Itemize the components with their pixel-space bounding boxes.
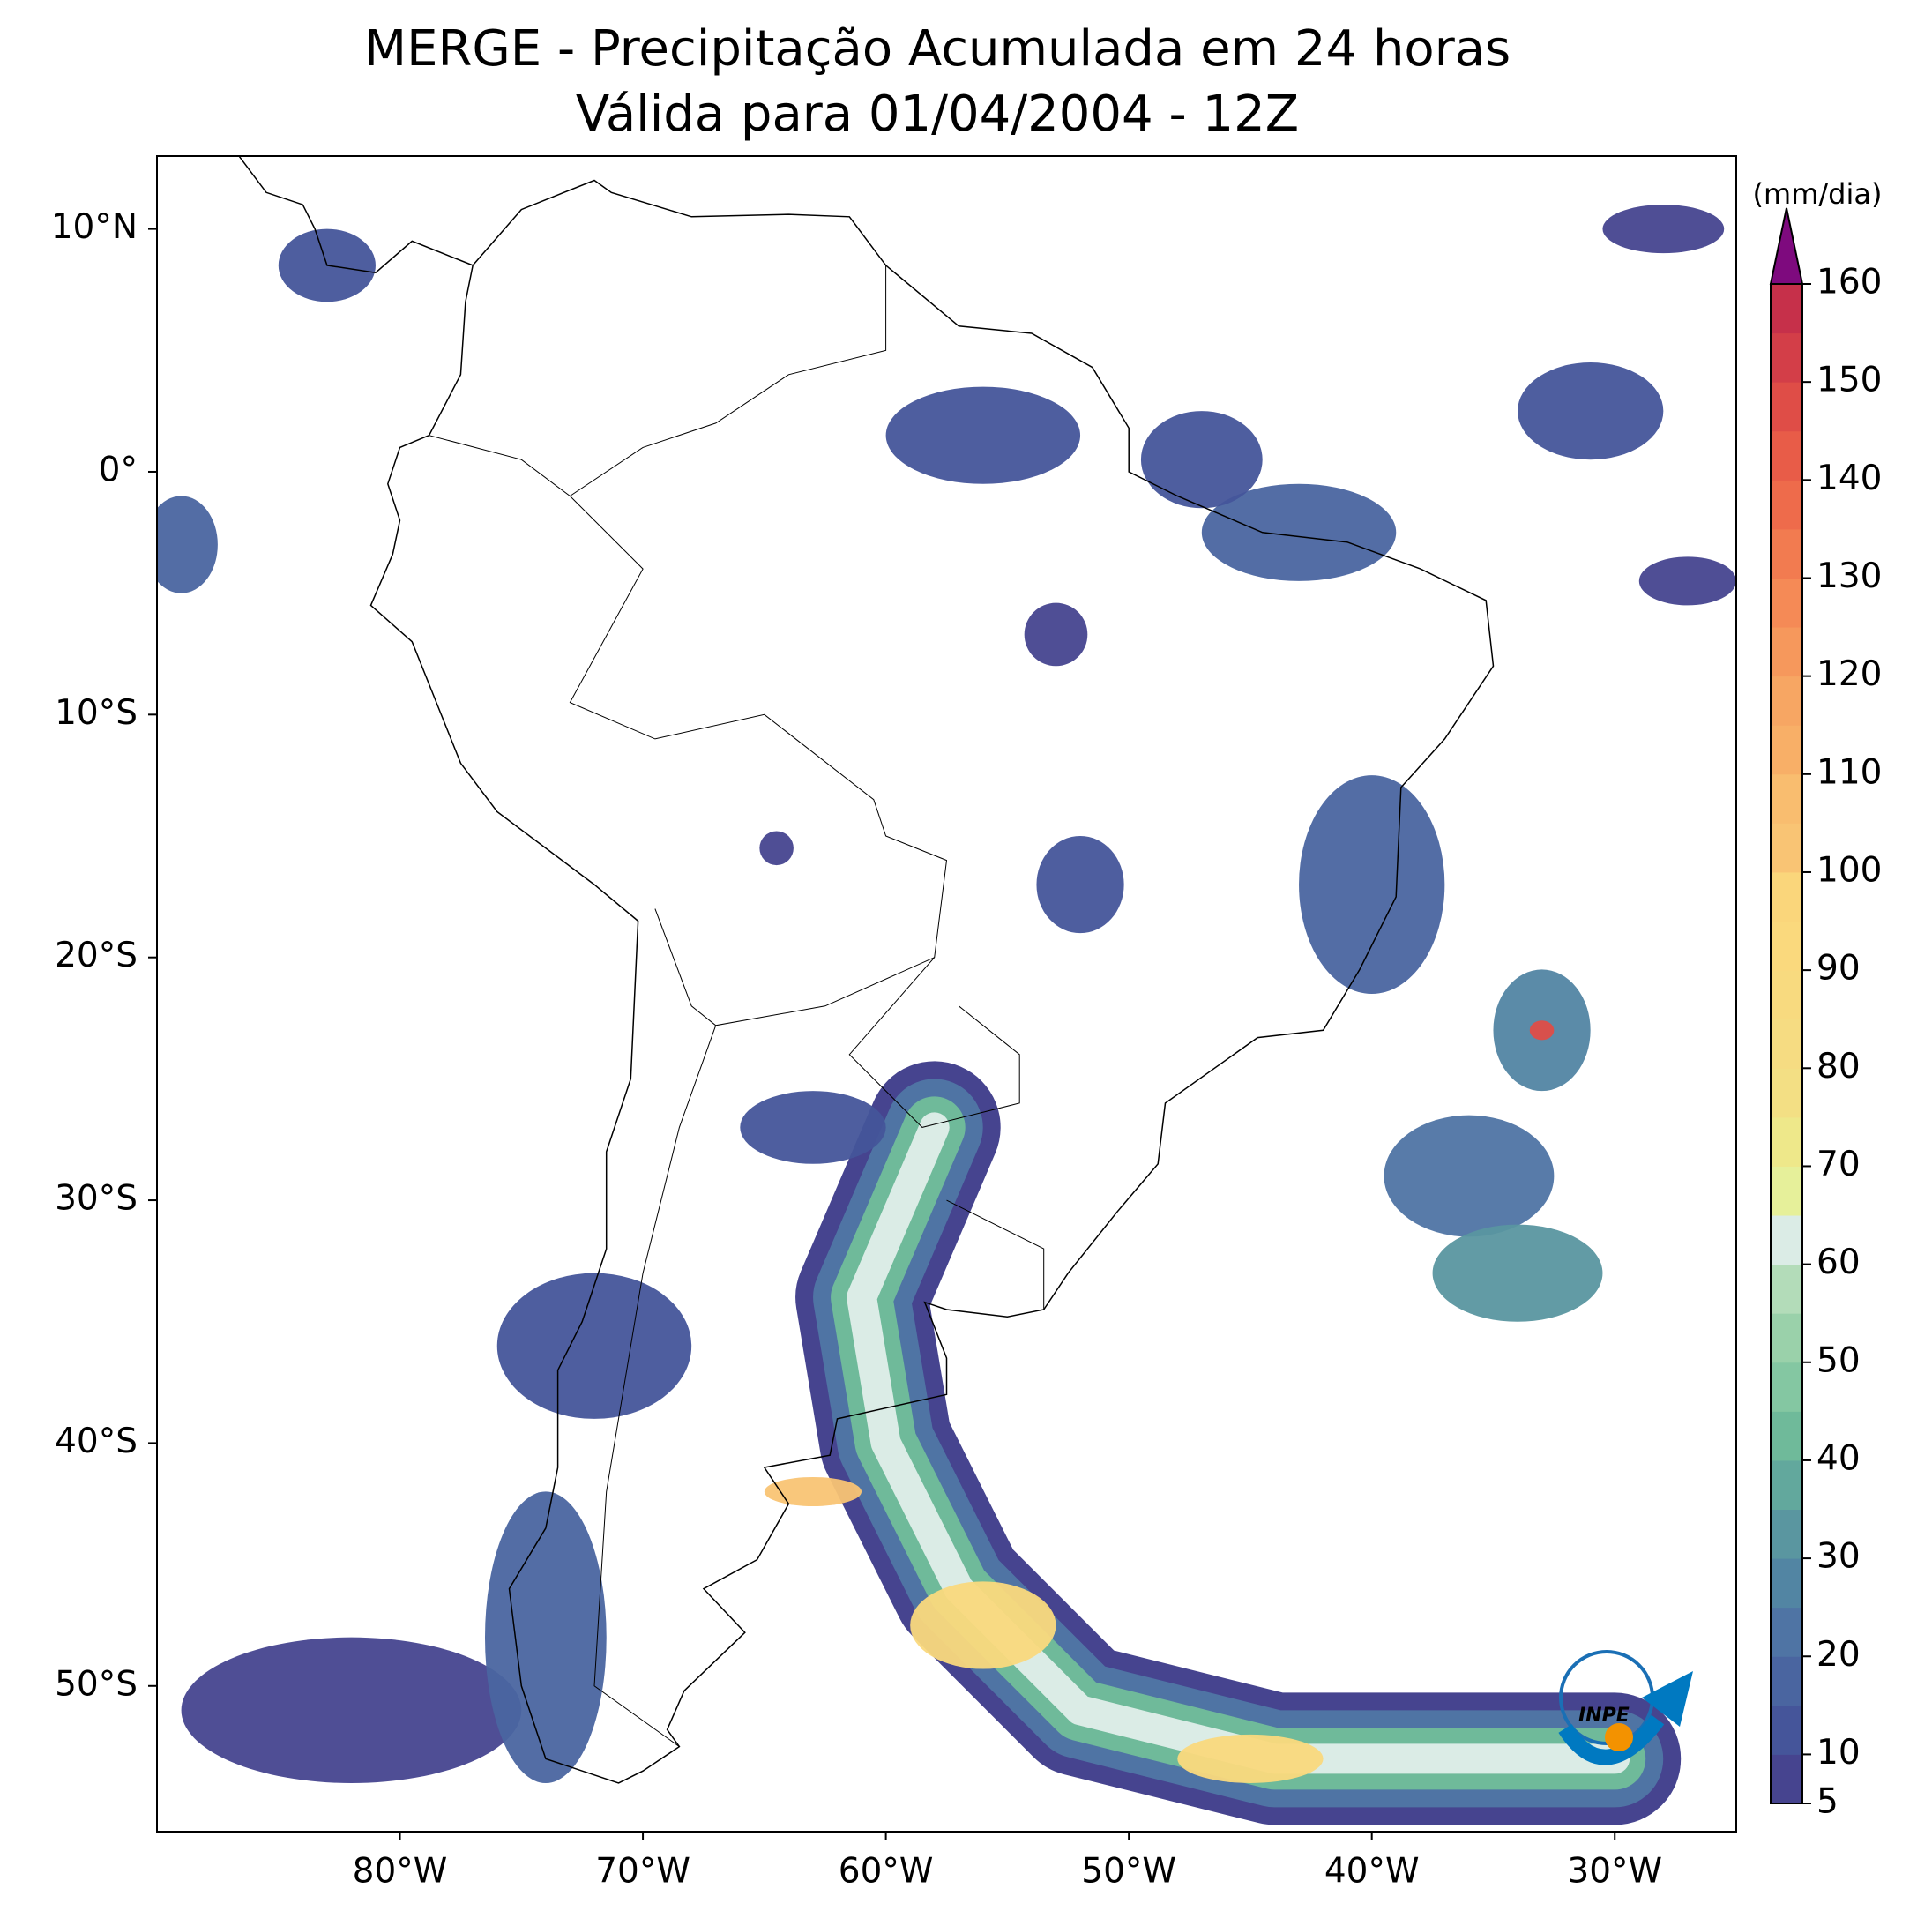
precip-area bbox=[885, 386, 1081, 484]
precip-area bbox=[764, 1476, 862, 1507]
precip-area bbox=[1602, 205, 1725, 254]
colorbar-segment bbox=[1771, 1558, 1802, 1609]
coastline bbox=[238, 156, 1495, 1784]
precip-area bbox=[1024, 602, 1088, 667]
logo: INPE bbox=[1558, 1650, 1693, 1765]
precip-area bbox=[484, 1491, 607, 1784]
colorbar-tick-label: 80 bbox=[1816, 1047, 1861, 1086]
x-tick-label: 40°W bbox=[1324, 1852, 1420, 1892]
colorbar-segment bbox=[1771, 1656, 1802, 1706]
colorbar-frame bbox=[1770, 283, 1803, 1804]
y-tick-label: 10°S bbox=[55, 693, 138, 733]
colorbar-tick-label: 160 bbox=[1816, 263, 1882, 302]
border bbox=[570, 265, 887, 496]
y-tick-label: 40°S bbox=[55, 1422, 138, 1461]
precip-area bbox=[1518, 362, 1664, 460]
y-tick-label: 20°S bbox=[55, 936, 138, 975]
colorbar-segment bbox=[1771, 1362, 1802, 1412]
colorbar-segment bbox=[1771, 1116, 1802, 1167]
map-frame bbox=[156, 155, 1737, 1833]
precip-area bbox=[1384, 1115, 1555, 1237]
colorbar-segment bbox=[1771, 1215, 1802, 1265]
colorbar-segment bbox=[1771, 725, 1802, 775]
precip-area bbox=[1432, 1224, 1603, 1322]
colorbar-segment bbox=[1771, 676, 1802, 726]
colorbar-segment bbox=[1771, 528, 1802, 579]
precip-area bbox=[759, 831, 794, 866]
precip-area bbox=[1201, 483, 1397, 581]
colorbar-extension bbox=[1769, 207, 1804, 285]
colorbar-segment bbox=[1771, 773, 1802, 824]
colorbar-segment bbox=[1771, 1411, 1802, 1461]
colorbar-segment bbox=[1771, 970, 1802, 1020]
colorbar-tick-label: 100 bbox=[1816, 850, 1882, 890]
border bbox=[848, 957, 1020, 1128]
precip-area bbox=[1177, 1734, 1324, 1783]
colorbar-tick-label: 20 bbox=[1816, 1635, 1861, 1675]
colorbar-segment bbox=[1771, 382, 1802, 432]
precip-area bbox=[910, 1581, 1056, 1669]
colorbar-segment bbox=[1771, 921, 1802, 971]
precip-area bbox=[496, 1273, 692, 1419]
colorbar-tick-label: 130 bbox=[1816, 556, 1882, 596]
colorbar-segment bbox=[1771, 578, 1802, 628]
map-area bbox=[157, 156, 1736, 1825]
colorbar-segment bbox=[1771, 1509, 1802, 1559]
border bbox=[593, 1025, 717, 1748]
colorbar-segment bbox=[1771, 1705, 1802, 1755]
x-tick-label: 30°W bbox=[1567, 1852, 1662, 1892]
subtitle: Válida para 01/04/2004 - 12Z bbox=[576, 86, 1299, 143]
y-tick-label: 0° bbox=[99, 450, 138, 489]
colorbar-tick-label: 150 bbox=[1816, 361, 1882, 400]
colorbar-segment bbox=[1771, 332, 1802, 383]
precip-area bbox=[1529, 1020, 1555, 1041]
colorbar-tick-label: 140 bbox=[1816, 459, 1882, 498]
title: MERGE - Precipitação Acumulada em 24 hor… bbox=[364, 20, 1511, 78]
x-tick-label: 60°W bbox=[839, 1852, 934, 1892]
colorbar-tick-label: 60 bbox=[1816, 1243, 1861, 1282]
colorbar-segment bbox=[1771, 284, 1802, 334]
x-tick-label: 80°W bbox=[353, 1852, 448, 1892]
colorbar-segment bbox=[1771, 1264, 1802, 1314]
colorbar-tick-label: 5 bbox=[1816, 1782, 1839, 1822]
y-tick-label: 50°S bbox=[55, 1664, 138, 1704]
colorbar-segment bbox=[1771, 1313, 1802, 1363]
colorbar-tick-label: 50 bbox=[1816, 1340, 1861, 1380]
border bbox=[946, 1199, 1045, 1310]
precip-area bbox=[1638, 556, 1736, 606]
colorbar-segment bbox=[1771, 627, 1802, 677]
precip-area bbox=[1036, 835, 1124, 934]
logo-text: INPE bbox=[1578, 1705, 1630, 1727]
colorbar-segment bbox=[1771, 1068, 1802, 1118]
colorbar-segment bbox=[1771, 871, 1802, 922]
precip-area bbox=[740, 1091, 886, 1164]
colorbar-tick-label: 40 bbox=[1816, 1438, 1861, 1478]
y-tick-label: 30°S bbox=[55, 1179, 138, 1219]
border bbox=[429, 435, 948, 1026]
colorbar-tick-label: 70 bbox=[1816, 1145, 1861, 1184]
colorbar-segment bbox=[1771, 1754, 1802, 1804]
colorbar-segment bbox=[1771, 1607, 1802, 1657]
colorbar-tick-label: 120 bbox=[1816, 654, 1882, 694]
colorbar-segment bbox=[1771, 1019, 1802, 1069]
colorbar-segment bbox=[1771, 1459, 1802, 1511]
colorbar-tick-label: 90 bbox=[1816, 949, 1861, 989]
y-tick-label: 10°N bbox=[51, 207, 138, 247]
precip-area bbox=[181, 1637, 522, 1783]
colorbar-segment bbox=[1771, 823, 1802, 873]
colorbar-segment bbox=[1771, 1166, 1802, 1216]
x-tick-label: 70°W bbox=[595, 1852, 690, 1892]
colorbar-segment bbox=[1771, 430, 1802, 481]
precip-area bbox=[157, 496, 218, 593]
colorbar-label: (mm/dia) bbox=[1753, 177, 1883, 211]
colorbar-tick-label: 30 bbox=[1816, 1537, 1861, 1577]
x-tick-label: 50°W bbox=[1081, 1852, 1176, 1892]
colorbar-segment bbox=[1771, 480, 1802, 530]
precip-area bbox=[1140, 411, 1263, 509]
colorbar-tick-label: 10 bbox=[1816, 1733, 1861, 1773]
colorbar-tick-label: 110 bbox=[1816, 752, 1882, 792]
precip-area bbox=[1299, 775, 1445, 995]
